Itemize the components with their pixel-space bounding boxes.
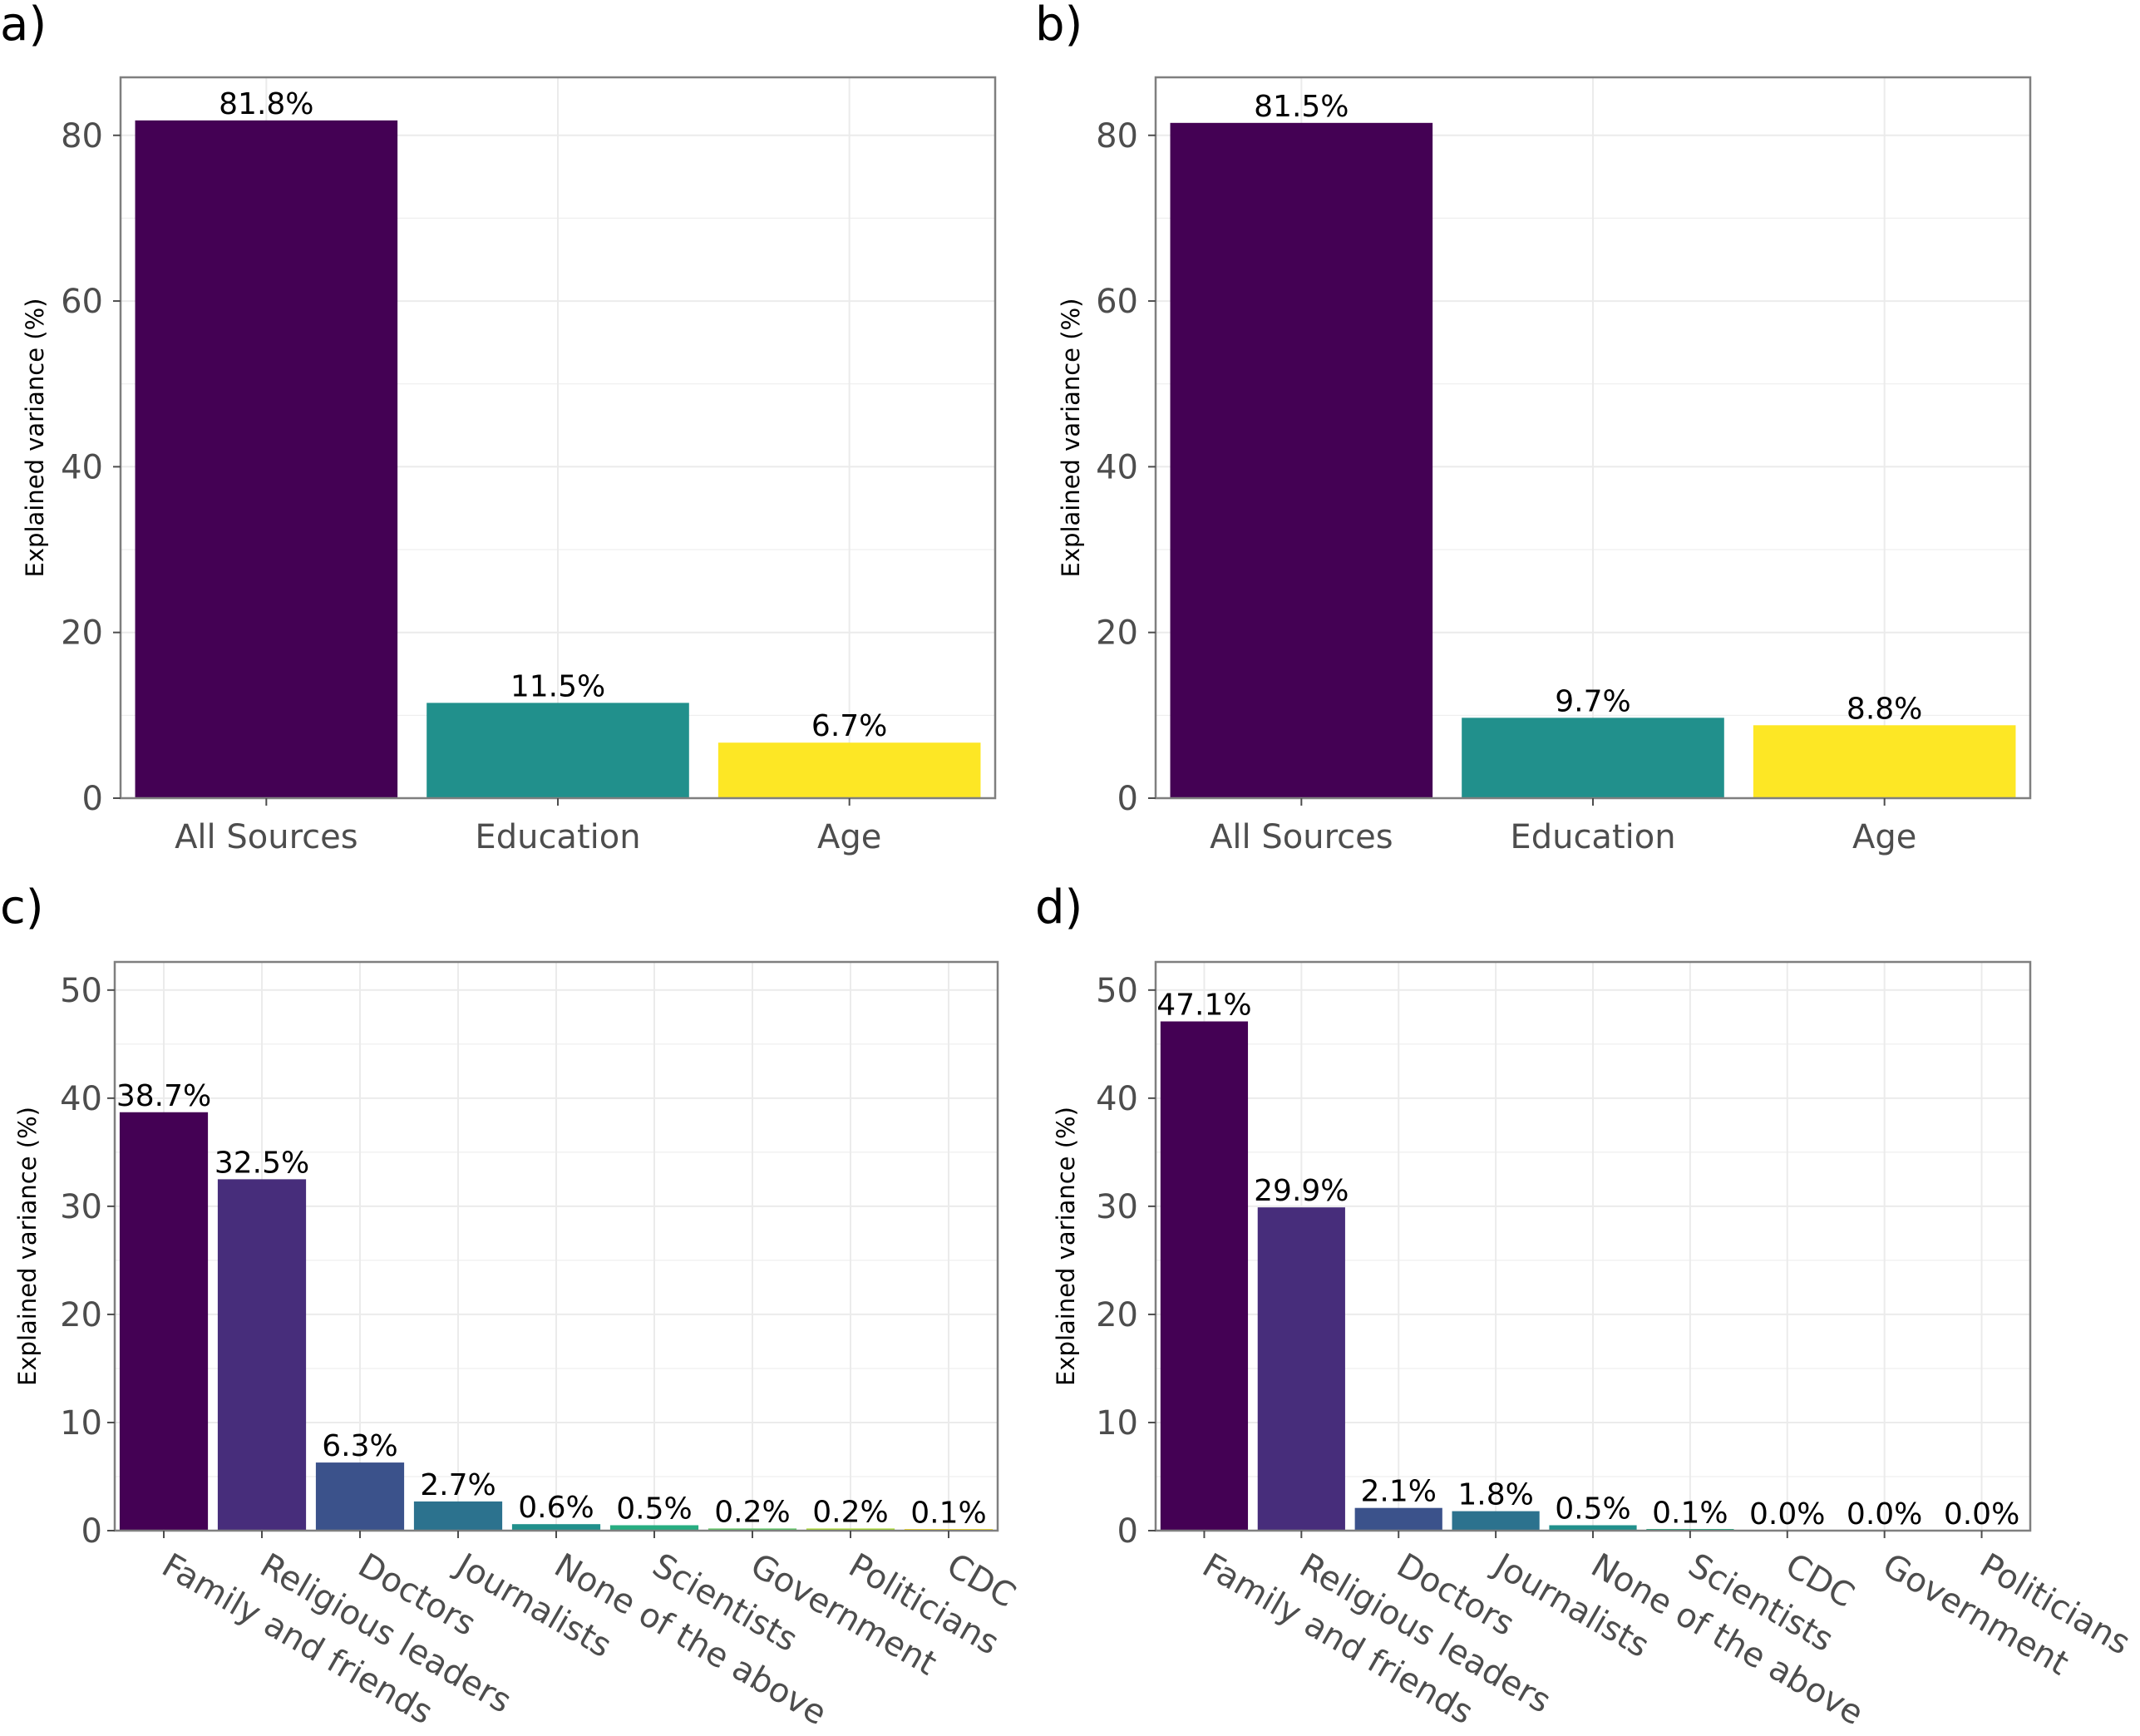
bar — [1257, 1207, 1345, 1531]
bar — [413, 1501, 503, 1531]
bar — [1170, 122, 1433, 798]
bar — [427, 703, 689, 798]
x-tick-label: Age — [1852, 818, 1916, 856]
bar — [1462, 718, 1724, 798]
data-label: 0.2% — [714, 1495, 790, 1529]
y-tick-label: 0 — [1117, 1512, 1138, 1551]
panel-letter: b) — [1035, 0, 1082, 52]
panel-letter: c) — [0, 880, 44, 935]
bar — [708, 1528, 797, 1531]
bar — [217, 1179, 307, 1531]
bar — [119, 1112, 209, 1531]
data-label: 47.1% — [1156, 989, 1251, 1023]
data-label: 32.5% — [214, 1146, 309, 1180]
data-label: 1.8% — [1457, 1478, 1533, 1512]
y-axis-title: Explained variance (%) — [1057, 298, 1085, 578]
y-tick-label: 40 — [61, 448, 103, 486]
data-label: 38.7% — [116, 1079, 211, 1113]
data-label: 8.8% — [1847, 692, 1922, 726]
y-tick-label: 80 — [1096, 117, 1138, 155]
panel-letter: d) — [1035, 880, 1082, 935]
data-label: 6.7% — [811, 709, 887, 743]
data-label: 11.5% — [510, 669, 605, 703]
data-label: 81.8% — [219, 87, 313, 121]
y-axis-title: Explained variance (%) — [13, 1107, 42, 1386]
x-tick-label: Age — [817, 818, 881, 856]
y-tick-label: 50 — [60, 972, 102, 1010]
bar — [1753, 725, 2016, 798]
y-tick-label: 30 — [60, 1188, 102, 1226]
y-tick-label: 40 — [1096, 448, 1138, 486]
x-tick-label: All Sources — [1210, 818, 1393, 856]
chart-panel-4: d) 47.1% 29.9% 2.1% 1.8% 0.5% 0.1% 0.0% 0.0% 0.0%… — [1035, 880, 2137, 1733]
bar — [135, 120, 398, 799]
data-label: 0.1% — [1652, 1497, 1728, 1531]
data-label: 81.5% — [1254, 90, 1349, 124]
bar — [315, 1462, 405, 1531]
y-tick-label: 60 — [1096, 283, 1138, 321]
data-label: 6.3% — [322, 1429, 397, 1463]
data-label: 9.7% — [1555, 684, 1630, 718]
y-tick-label: 20 — [1096, 1296, 1138, 1334]
chart-panel-3: c) 38.7%32.5% 6.3% 2.7% 0.6% 0.5% 0.2% 0.2% 0.1%… — [0, 880, 1022, 1733]
data-label: 0.0% — [1749, 1497, 1825, 1531]
data-label: 29.9% — [1254, 1174, 1349, 1208]
y-tick-label: 30 — [1096, 1188, 1138, 1226]
chart-panel-1: a) 81.8% 11.5% 6.7% 0 20 40 60 80 All Sources Educ… — [0, 0, 997, 856]
data-label: 0.2% — [812, 1495, 888, 1529]
chart-panel-2: b) 81.5% 9.7% 8.8% 0 20 40 60 80 All Sources Educa… — [1035, 0, 2032, 856]
bar — [511, 1524, 601, 1531]
x-tick-label: Education — [1510, 818, 1675, 856]
x-tick-label: All Sources — [175, 818, 358, 856]
data-label: 0.0% — [1847, 1497, 1922, 1531]
y-tick-label: 20 — [61, 614, 103, 653]
bar — [609, 1525, 699, 1531]
y-tick-label: 10 — [1096, 1404, 1138, 1443]
data-label: 0.5% — [1555, 1492, 1630, 1526]
data-label: 2.1% — [1360, 1475, 1436, 1509]
data-label: 0.0% — [1944, 1497, 2019, 1531]
bar — [1354, 1507, 1442, 1531]
x-tick-label: Education — [475, 818, 640, 856]
data-label: 0.5% — [616, 1492, 692, 1526]
y-tick-label: 10 — [60, 1404, 102, 1443]
y-axis-title: Explained variance (%) — [21, 298, 49, 578]
y-tick-label: 40 — [60, 1080, 102, 1118]
y-tick-label: 0 — [82, 780, 103, 818]
y-tick-label: 0 — [81, 1512, 102, 1551]
y-tick-label: 20 — [60, 1296, 102, 1334]
bar — [1160, 1021, 1249, 1531]
y-tick-label: 0 — [1117, 780, 1138, 818]
y-tick-label: 80 — [61, 117, 103, 155]
bar — [1549, 1525, 1637, 1531]
data-label: 0.1% — [910, 1497, 986, 1531]
bar — [717, 742, 981, 798]
y-tick-label: 50 — [1096, 972, 1138, 1010]
y-tick-label: 20 — [1096, 614, 1138, 653]
bar — [1452, 1511, 1540, 1531]
panel-letter: a) — [0, 0, 47, 52]
data-label: 0.6% — [518, 1491, 594, 1525]
y-tick-label: 40 — [1096, 1080, 1138, 1118]
data-label: 2.7% — [420, 1468, 496, 1502]
y-tick-label: 60 — [61, 283, 103, 321]
bar — [806, 1528, 895, 1531]
y-axis-title: Explained variance (%) — [1052, 1107, 1080, 1386]
